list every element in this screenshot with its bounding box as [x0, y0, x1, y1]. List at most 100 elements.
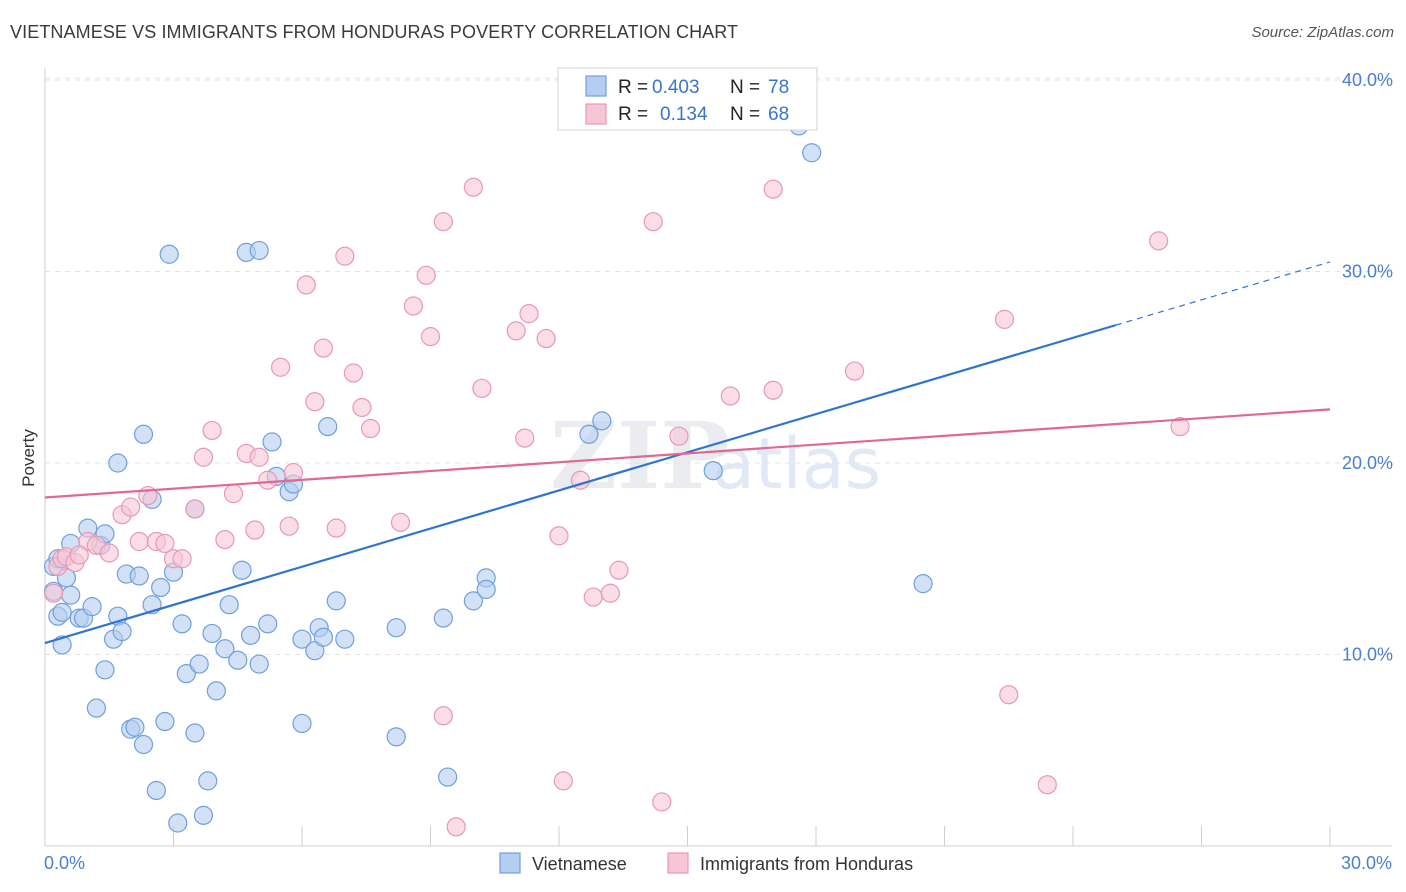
- point-vietnamese: [125, 717, 145, 737]
- point-vietnamese: [232, 560, 252, 580]
- point-vietnamese: [172, 614, 192, 634]
- series-legend-swatch-honduras: [667, 852, 689, 874]
- point-honduras: [43, 583, 64, 603]
- point-honduras: [720, 386, 740, 406]
- x-tick-label-right: 30.0%: [1341, 853, 1392, 873]
- legend-r-label: R =: [618, 77, 648, 98]
- point-vietnamese: [176, 664, 196, 684]
- series-honduras-points: [43, 177, 1190, 837]
- trend-line-vietnamese-extension: [1115, 261, 1331, 326]
- point-honduras: [193, 447, 214, 467]
- point-honduras: [313, 338, 334, 358]
- point-vietnamese: [151, 577, 171, 598]
- point-honduras: [763, 179, 783, 199]
- point-vietnamese: [318, 417, 338, 437]
- point-honduras: [403, 296, 423, 316]
- point-honduras: [519, 304, 539, 324]
- point-honduras: [283, 462, 304, 483]
- point-vietnamese: [215, 639, 235, 659]
- point-vietnamese: [913, 574, 933, 594]
- point-honduras: [463, 177, 483, 197]
- point-honduras: [553, 771, 573, 791]
- legend-r-value: 0.134: [660, 104, 708, 125]
- point-honduras: [600, 583, 621, 603]
- point-vietnamese: [249, 654, 269, 674]
- point-honduras: [416, 265, 436, 285]
- correlation-legend: R = 0.403 N = 78 R = 0.134 N = 68: [557, 67, 818, 131]
- point-vietnamese: [335, 629, 355, 649]
- point-honduras: [258, 470, 278, 490]
- point-honduras: [643, 212, 663, 232]
- point-vietnamese: [386, 618, 406, 638]
- point-honduras: [121, 497, 141, 517]
- point-honduras: [652, 792, 672, 812]
- point-vietnamese: [305, 641, 325, 661]
- point-vietnamese: [202, 623, 222, 644]
- point-honduras: [433, 706, 453, 726]
- y-tick-label: 10.0%: [1342, 645, 1393, 665]
- legend-r-label: R =: [618, 104, 648, 125]
- point-honduras: [1170, 417, 1190, 437]
- point-honduras: [335, 246, 355, 266]
- point-vietnamese: [249, 240, 269, 261]
- point-vietnamese: [112, 621, 132, 642]
- point-honduras: [270, 357, 291, 377]
- series-legend-label-vietnamese: Vietnamese: [532, 854, 627, 874]
- point-honduras: [506, 321, 526, 341]
- point-vietnamese: [86, 698, 107, 718]
- trend-line-vietnamese: [44, 324, 1117, 645]
- point-honduras: [155, 533, 175, 554]
- point-vietnamese: [326, 591, 346, 611]
- point-honduras: [1149, 231, 1169, 251]
- legend-n-label: N =: [730, 104, 760, 125]
- legend-swatch-honduras: [585, 103, 607, 125]
- point-vietnamese: [206, 681, 226, 701]
- point-vietnamese: [61, 585, 81, 605]
- point-vietnamese: [579, 424, 599, 444]
- series-legend-label-honduras: Immigrants from Honduras: [700, 854, 913, 874]
- point-honduras: [296, 275, 316, 295]
- point-vietnamese: [262, 432, 282, 452]
- y-tick-labels: 10.0% 20.0% 30.0% 40.0%: [1342, 70, 1393, 665]
- point-honduras: [994, 309, 1015, 329]
- legend-n-value: 68: [768, 104, 789, 125]
- point-honduras: [844, 361, 865, 381]
- point-honduras: [515, 428, 535, 448]
- point-vietnamese: [438, 767, 458, 787]
- point-honduras: [185, 499, 205, 519]
- point-vietnamese: [82, 597, 102, 617]
- y-tick-label: 30.0%: [1342, 262, 1393, 282]
- point-vietnamese: [476, 579, 496, 599]
- legend-n-value: 78: [768, 77, 789, 98]
- point-vietnamese: [133, 734, 154, 755]
- data-points: [43, 116, 1190, 837]
- point-vietnamese: [386, 727, 406, 747]
- point-honduras: [279, 516, 299, 536]
- legend-swatch-vietnamese: [585, 75, 607, 97]
- point-honduras: [446, 817, 466, 837]
- point-honduras: [583, 587, 603, 607]
- legend-r-value: 0.403: [652, 77, 700, 98]
- point-vietnamese: [193, 805, 214, 825]
- trend-lines: [44, 261, 1331, 645]
- point-vietnamese: [313, 627, 334, 647]
- point-honduras: [99, 543, 119, 563]
- point-vietnamese: [258, 614, 278, 634]
- point-vietnamese: [95, 660, 115, 680]
- y-tick-label: 40.0%: [1342, 70, 1393, 90]
- point-vietnamese: [241, 625, 261, 645]
- point-honduras: [390, 512, 411, 532]
- point-vietnamese: [133, 424, 154, 444]
- y-tick-label: 20.0%: [1342, 453, 1393, 473]
- point-honduras: [249, 447, 269, 467]
- point-honduras: [343, 363, 363, 383]
- point-vietnamese: [185, 723, 205, 743]
- point-vietnamese: [189, 654, 209, 674]
- x-tick-label-left: 0.0%: [44, 853, 85, 873]
- point-honduras: [420, 327, 441, 347]
- point-vietnamese: [463, 591, 483, 611]
- point-vietnamese: [146, 780, 166, 801]
- point-honduras: [215, 529, 235, 550]
- point-vietnamese: [703, 461, 723, 481]
